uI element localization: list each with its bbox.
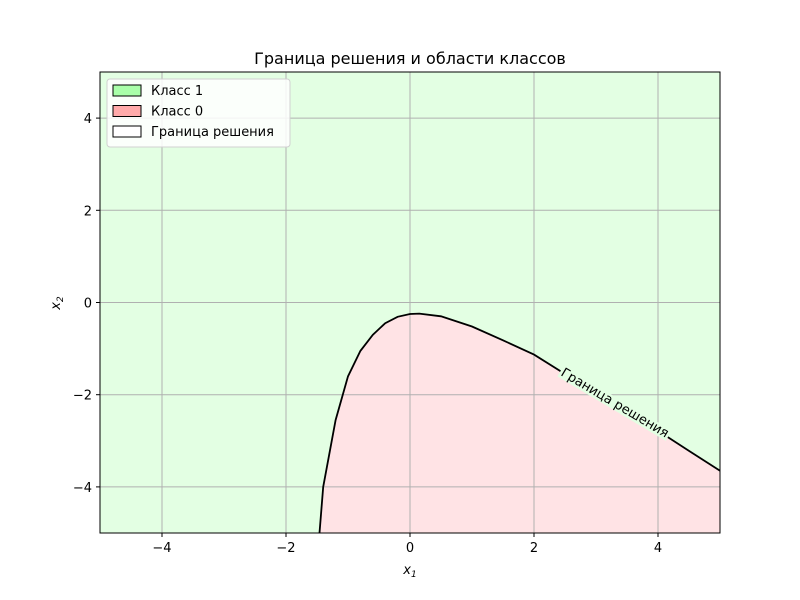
y-tick-label: −2 xyxy=(73,389,92,404)
x-axis-label-main: x xyxy=(402,563,411,578)
x-axis-ticks: −4 −2 0 2 4 xyxy=(152,533,662,556)
y-tick-label: −4 xyxy=(73,481,92,496)
legend-swatch xyxy=(112,125,142,138)
y-axis-label-main: x xyxy=(49,302,64,311)
y-tick-label: 0 xyxy=(84,297,92,312)
legend-swatch xyxy=(112,84,142,97)
boundary-inline-label-background xyxy=(557,366,672,441)
y-axis-label: x2 xyxy=(49,296,66,311)
y-axis-ticks: −4 −2 0 2 4 xyxy=(73,112,100,496)
plot-area: Граница решения xyxy=(99,71,721,534)
x-tick-label: −4 xyxy=(152,541,171,556)
legend-label: Класс 0 xyxy=(151,105,203,120)
legend: Класс 1 Класс 0 Граница решения xyxy=(106,78,291,148)
y-tick-label: 2 xyxy=(84,204,92,219)
chart-title: Граница решения и области классов xyxy=(254,49,566,68)
x-axis-label-subscript: 1 xyxy=(411,570,417,580)
class0-region xyxy=(319,313,720,533)
y-axis-label-subscript: 2 xyxy=(56,296,66,302)
x-tick-label: 4 xyxy=(654,541,662,556)
x-tick-label: 0 xyxy=(406,541,414,556)
x-tick-label: −2 xyxy=(276,541,295,556)
legend-box xyxy=(106,78,291,148)
y-tick-label: 4 xyxy=(84,112,92,127)
legend-label: Граница решения xyxy=(151,125,274,140)
x-tick-label: 2 xyxy=(530,541,538,556)
x-axis-label: x1 xyxy=(402,563,416,580)
legend-label: Класс 1 xyxy=(151,84,203,99)
legend-swatch xyxy=(112,105,142,117)
